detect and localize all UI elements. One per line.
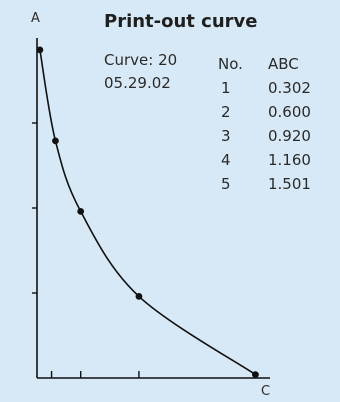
table-row-3-number: 3 bbox=[221, 127, 231, 145]
table-header-abc: ABC bbox=[268, 55, 299, 73]
curve-label: Curve: 20 bbox=[104, 51, 178, 69]
table-row-1-value: 0.302 bbox=[268, 79, 311, 97]
table-header-number: No. bbox=[218, 55, 243, 73]
chart-title: Print-out curve bbox=[104, 11, 258, 32]
curve-point-2 bbox=[52, 137, 59, 145]
table-row-4-value: 1.160 bbox=[268, 151, 311, 169]
curve-point-1 bbox=[36, 46, 44, 54]
table-row-1-number: 1 bbox=[221, 79, 231, 97]
y-axis-letter: A bbox=[31, 11, 40, 26]
table-row-4-number: 4 bbox=[221, 151, 231, 169]
table-row-5-value: 1.501 bbox=[268, 175, 311, 193]
curve-point-4 bbox=[135, 293, 143, 300]
table-row-2-value: 0.600 bbox=[268, 103, 311, 121]
table-row-3-value: 0.920 bbox=[268, 127, 311, 145]
curve-point-5 bbox=[252, 371, 259, 378]
curve-line bbox=[39, 49, 256, 376]
x-axis-letter: C bbox=[261, 384, 271, 399]
curve-point-3 bbox=[77, 208, 85, 215]
curve-date: 05.29.02 bbox=[104, 74, 171, 92]
table-row-5-number: 5 bbox=[221, 175, 231, 193]
table-row-2-number: 2 bbox=[221, 103, 231, 121]
